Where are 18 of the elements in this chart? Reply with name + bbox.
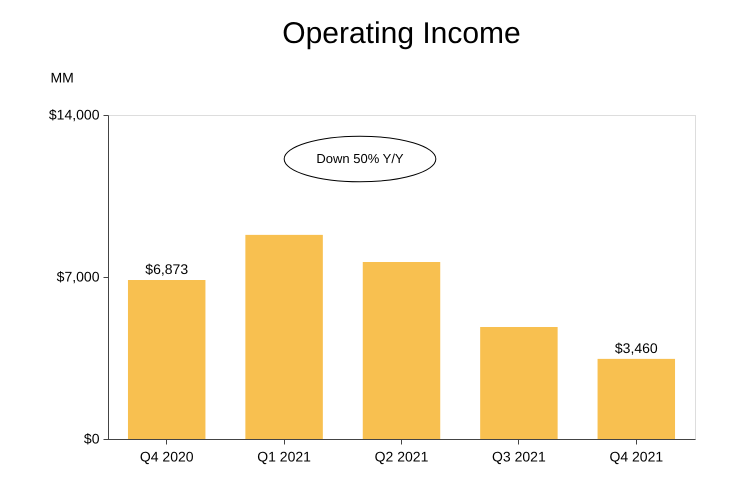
annotation: Down 50% Y/Y <box>316 151 404 166</box>
bar <box>480 326 558 439</box>
bar <box>128 280 206 439</box>
x-tick-label: Q4 2020 <box>140 448 194 464</box>
x-tick-label: Q1 2021 <box>257 448 312 464</box>
bar <box>598 358 676 439</box>
x-tick-label: Q4 2021 <box>609 448 664 464</box>
y-tick-label: $0 <box>84 430 100 446</box>
bar <box>245 234 323 439</box>
y-tick-label: $7,000 <box>56 268 100 284</box>
chart-title: Operating Income <box>282 17 521 50</box>
y-axis-title: MM <box>50 70 74 86</box>
y-tick-label: $14,000 <box>48 106 100 122</box>
x-tick-label: Q2 2021 <box>374 448 429 464</box>
data-label: $6,873 <box>145 260 188 277</box>
data-label: $3,460 <box>614 340 658 356</box>
x-tick-label: Q3 2021 <box>492 448 546 464</box>
bar <box>362 262 440 439</box>
